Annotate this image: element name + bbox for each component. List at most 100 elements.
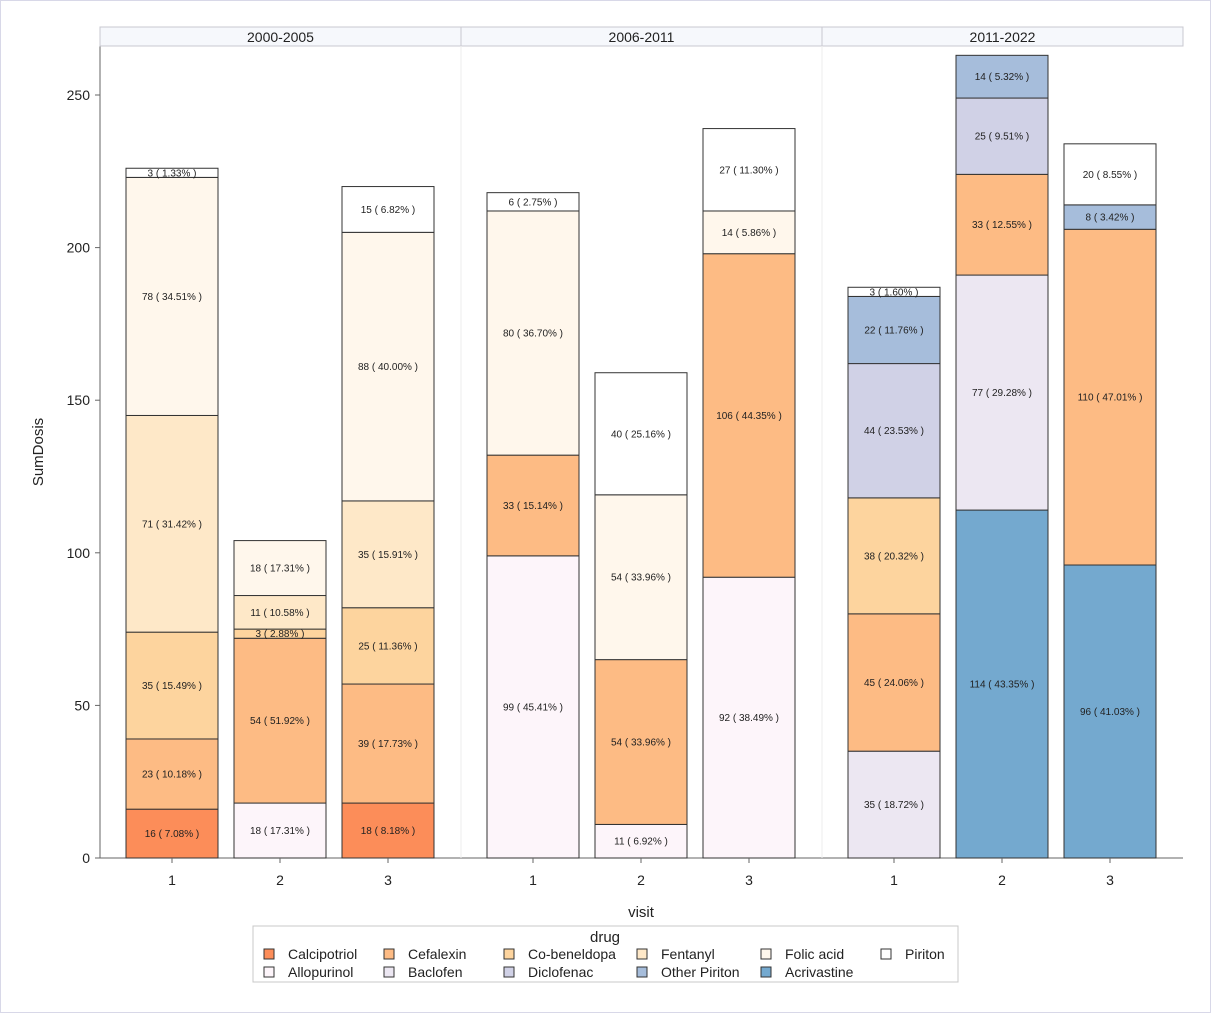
data-label: 11 ( 10.58% ) bbox=[250, 608, 309, 619]
data-label: 18 ( 8.18% ) bbox=[361, 826, 415, 837]
bar-segment-piriton bbox=[702, 128, 796, 212]
bar-segment-calcipotriol bbox=[341, 802, 435, 859]
data-label: 45 ( 24.06% ) bbox=[864, 678, 924, 689]
y-tick-label: 200 bbox=[67, 240, 91, 256]
bar-segment-piriton bbox=[594, 372, 688, 496]
bar-segment-baclofen bbox=[847, 750, 941, 859]
bar-segment-piriton bbox=[341, 186, 435, 233]
data-label: 114 ( 43.35% ) bbox=[970, 680, 1035, 691]
data-label: 25 ( 9.51% ) bbox=[975, 132, 1029, 143]
bar-segment-acrivastine bbox=[1063, 564, 1157, 859]
bar-segment-piriton bbox=[125, 167, 219, 178]
data-label: 40 ( 25.16% ) bbox=[611, 429, 671, 440]
bar-segment-cefalexin bbox=[847, 613, 941, 752]
legend-swatch bbox=[760, 948, 772, 960]
data-label: 6 ( 2.75% ) bbox=[509, 197, 558, 208]
legend-swatch bbox=[383, 966, 395, 978]
data-label: 88 ( 40.00% ) bbox=[358, 362, 418, 373]
legend-swatch bbox=[503, 966, 515, 978]
y-tick-label: 0 bbox=[82, 850, 90, 866]
legend-label: Piriton bbox=[905, 946, 945, 962]
legend-swatch bbox=[636, 948, 648, 960]
legend-label: Diclofenac bbox=[528, 964, 593, 980]
x-tick-label: 3 bbox=[745, 872, 753, 888]
data-label: 54 ( 33.96% ) bbox=[611, 738, 671, 749]
legend-label: Calcipotriol bbox=[288, 946, 357, 962]
legend-label: Other Piriton bbox=[661, 964, 740, 980]
x-tick-label: 2 bbox=[998, 872, 1006, 888]
data-label: 3 ( 2.88% ) bbox=[256, 629, 305, 640]
legend-label: Folic acid bbox=[785, 946, 844, 962]
data-label: 96 ( 41.03% ) bbox=[1080, 707, 1140, 718]
bar-segment-piriton bbox=[486, 192, 580, 212]
data-label: 3 ( 1.60% ) bbox=[870, 287, 919, 298]
panel-title: 2011-2022 bbox=[970, 29, 1036, 45]
x-axis-label: visit bbox=[628, 904, 655, 921]
bar-segment-co-beneldopa bbox=[341, 607, 435, 685]
data-label: 15 ( 6.82% ) bbox=[361, 205, 415, 216]
data-label: 20 ( 8.55% ) bbox=[1083, 170, 1137, 181]
data-label: 18 ( 17.31% ) bbox=[250, 826, 310, 837]
data-label: 3 ( 1.33% ) bbox=[148, 168, 197, 179]
legend-swatch bbox=[503, 948, 515, 960]
bar-segment-folic-acid bbox=[233, 540, 327, 597]
data-label: 78 ( 34.51% ) bbox=[142, 292, 202, 303]
data-label: 16 ( 7.08% ) bbox=[145, 829, 199, 840]
data-label: 35 ( 15.49% ) bbox=[142, 681, 202, 692]
bar-segment-fentanyl bbox=[233, 595, 327, 630]
bar-segment-fentanyl bbox=[125, 414, 219, 633]
bar-segment-cefalexin bbox=[594, 659, 688, 825]
data-label: 11 ( 6.92% ) bbox=[614, 837, 668, 848]
data-label: 99 ( 45.41% ) bbox=[503, 702, 563, 713]
bar-segment-folic-acid bbox=[594, 494, 688, 661]
bar-segment-cefalexin bbox=[1063, 228, 1157, 566]
legend-label: Co-beneldopa bbox=[528, 946, 616, 962]
panel-title: 2000-2005 bbox=[247, 29, 314, 45]
bar-segment-piriton bbox=[1063, 143, 1157, 206]
data-label: 106 ( 44.35% ) bbox=[716, 411, 782, 422]
data-label: 33 ( 15.14% ) bbox=[503, 501, 563, 512]
bar-segment-allopurinol bbox=[702, 576, 796, 859]
data-label: 23 ( 10.18% ) bbox=[142, 770, 202, 781]
legend-swatch bbox=[383, 948, 395, 960]
data-label: 27 ( 11.30% ) bbox=[719, 165, 778, 176]
legend-label: Allopurinol bbox=[288, 964, 353, 980]
x-tick-label: 3 bbox=[1106, 872, 1114, 888]
legend-label: Fentanyl bbox=[661, 946, 715, 962]
data-label: 92 ( 38.49% ) bbox=[719, 713, 779, 724]
data-label: 18 ( 17.31% ) bbox=[250, 564, 310, 575]
legend-label: Baclofen bbox=[408, 964, 462, 980]
x-tick-label: 2 bbox=[276, 872, 284, 888]
bar-segment-cefalexin bbox=[486, 454, 580, 557]
bar-segment-other-piriton bbox=[847, 295, 941, 365]
bar-segment-allopurinol bbox=[486, 555, 580, 859]
panel-title: 2006-2011 bbox=[609, 29, 675, 45]
y-tick-label: 50 bbox=[74, 697, 90, 713]
bar-segment-diclofenac bbox=[847, 363, 941, 499]
data-label: 71 ( 31.42% ) bbox=[142, 519, 202, 530]
bar-segment-cefalexin bbox=[702, 253, 796, 578]
bar-segment-co-beneldopa bbox=[847, 497, 941, 615]
data-label: 110 ( 47.01% ) bbox=[1078, 393, 1143, 404]
bar-segment-folic-acid bbox=[702, 210, 796, 255]
data-label: 39 ( 17.73% ) bbox=[358, 739, 418, 750]
x-tick-label: 1 bbox=[168, 872, 176, 888]
bar-segment-folic-acid bbox=[125, 176, 219, 416]
data-label: 77 ( 29.28% ) bbox=[972, 388, 1032, 399]
data-label: 14 ( 5.32% ) bbox=[975, 72, 1029, 83]
bar-segment-folic-acid bbox=[486, 210, 580, 456]
y-tick-label: 150 bbox=[67, 392, 91, 408]
data-label: 14 ( 5.86% ) bbox=[722, 228, 776, 239]
x-tick-label: 3 bbox=[384, 872, 392, 888]
data-label: 80 ( 36.70% ) bbox=[503, 329, 563, 340]
bar-segment-cefalexin bbox=[125, 738, 219, 810]
bar-segment-fentanyl bbox=[341, 500, 435, 609]
panel-header bbox=[821, 26, 1184, 47]
legend-swatch bbox=[263, 948, 275, 960]
bar-segment-piriton bbox=[847, 286, 941, 297]
bar-segment-cefalexin bbox=[341, 683, 435, 804]
legend-swatch bbox=[636, 966, 648, 978]
legend-title: drug bbox=[590, 929, 620, 946]
bar-segment-acrivastine bbox=[955, 509, 1049, 859]
data-label: 35 ( 15.91% ) bbox=[358, 550, 418, 561]
